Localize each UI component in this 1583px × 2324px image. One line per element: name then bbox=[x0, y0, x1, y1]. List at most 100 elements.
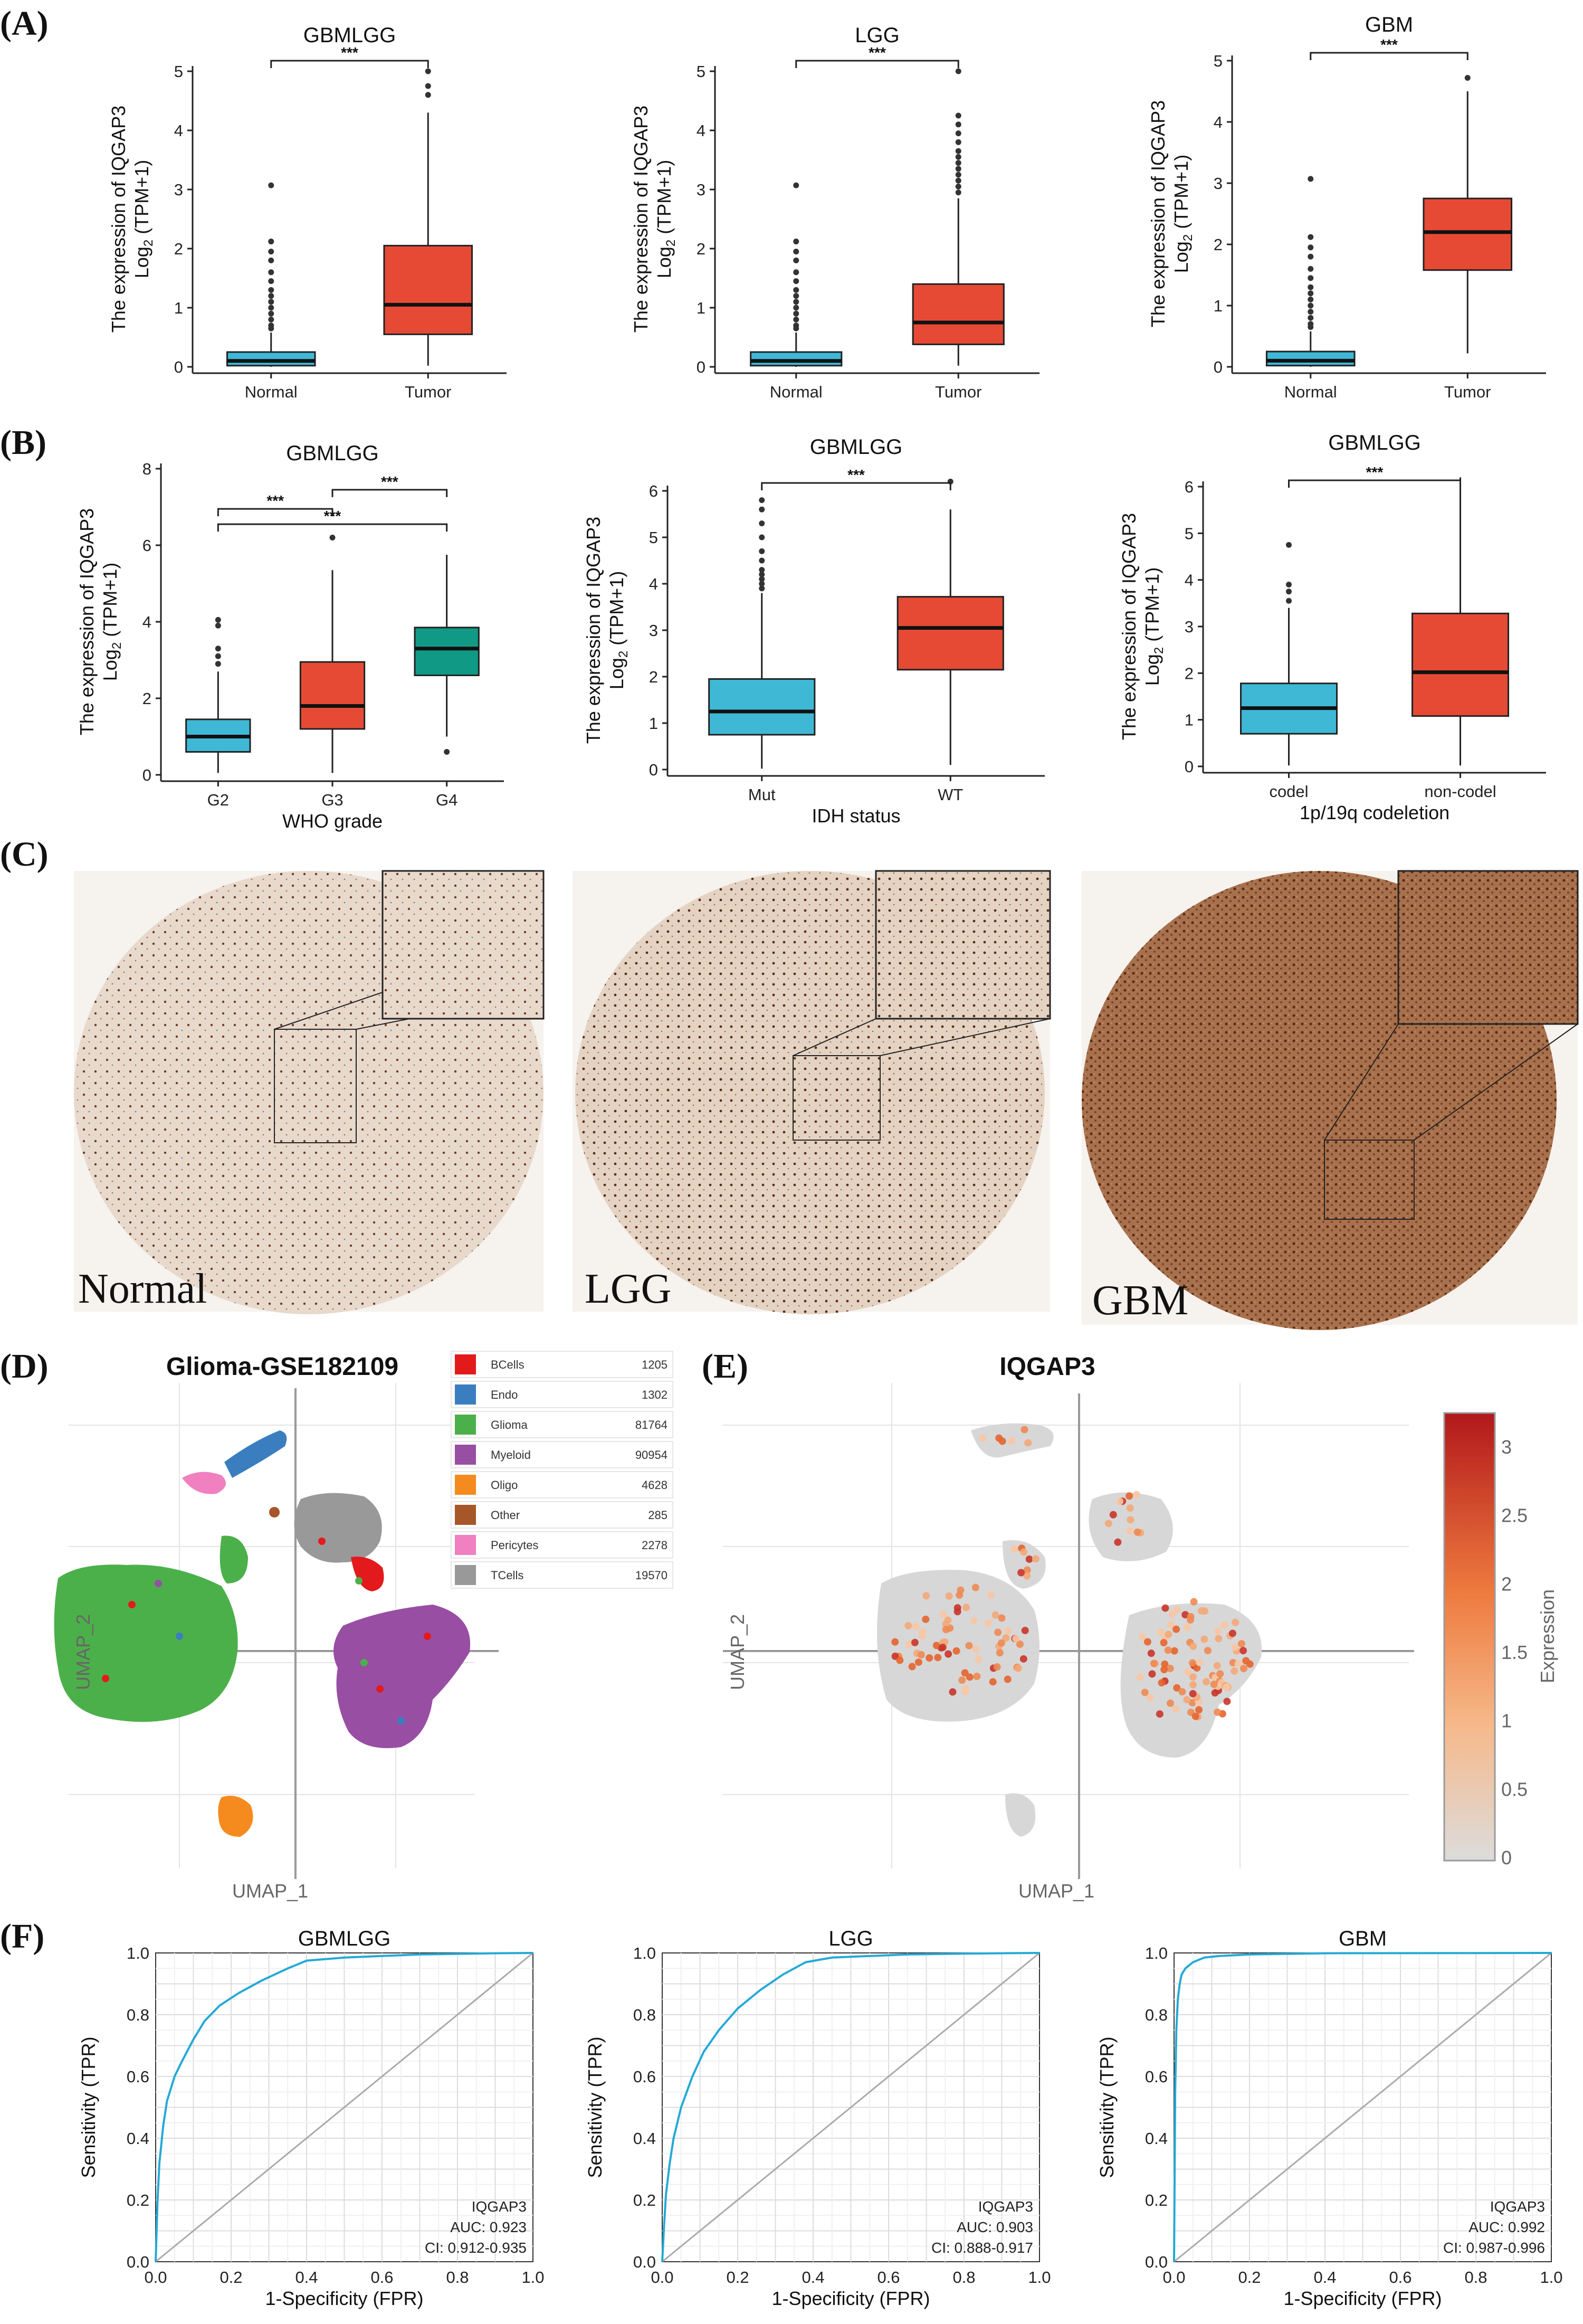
outlier-point bbox=[1308, 290, 1314, 297]
significance-label: *** bbox=[266, 492, 284, 509]
expression-dot bbox=[1187, 1612, 1195, 1620]
roc-note-auc: AUC: 0.992 bbox=[1468, 2219, 1545, 2235]
expression-dot bbox=[1195, 1706, 1203, 1714]
y-axis-label-line2: Log2 (TPM+1) bbox=[1141, 567, 1166, 686]
cell-dot bbox=[128, 1601, 136, 1608]
y-tick-label: 0.4 bbox=[127, 2129, 149, 2148]
expression-dot bbox=[1189, 1681, 1197, 1689]
expression-dot bbox=[973, 1673, 981, 1681]
ihc-label-gbm: GBM bbox=[1092, 1277, 1188, 1324]
expression-dot bbox=[1223, 1683, 1231, 1691]
expression-dot bbox=[1127, 1516, 1134, 1524]
diagonal-reference bbox=[662, 1952, 1040, 2263]
cell-dot bbox=[360, 1659, 368, 1666]
expression-dot bbox=[914, 1658, 922, 1666]
y-tick-label: 0.0 bbox=[127, 2253, 149, 2271]
boxplot-b-idh-status: 0 1 2 3 4 5 6 GBMLGG The expression of IQGAP3 Log… bbox=[583, 435, 1045, 827]
legend-swatch-glioma bbox=[455, 1415, 476, 1435]
outlier-point bbox=[759, 520, 765, 527]
x-axis-label: WHO grade bbox=[282, 810, 383, 832]
expression-dot bbox=[919, 1632, 927, 1640]
y-tick-label: 6 bbox=[649, 482, 658, 500]
expression-dot bbox=[1023, 1566, 1031, 1574]
x-tick-label: 0.0 bbox=[144, 2268, 167, 2287]
y-tick-label: 0 bbox=[649, 761, 658, 779]
legend-count: 4628 bbox=[642, 1478, 667, 1492]
zoom-inset-lgg bbox=[875, 870, 1051, 1020]
ihc-normal: Normal bbox=[74, 870, 545, 1314]
significance-bracket bbox=[1288, 479, 1461, 488]
y-tick-label: 1 bbox=[1185, 711, 1194, 729]
roc-note-ci: CI: 0.912-0.935 bbox=[425, 2240, 527, 2256]
expression-dot bbox=[1012, 1635, 1020, 1643]
y-tick-label: 3 bbox=[649, 621, 658, 640]
expression-dot bbox=[1237, 1640, 1245, 1648]
outlier-point bbox=[759, 534, 765, 540]
y-tick-label: 0 bbox=[142, 766, 151, 784]
x-tick-label: non-codel bbox=[1424, 782, 1496, 801]
roc-note-auc: AUC: 0.923 bbox=[450, 2219, 527, 2235]
y-tick-label: 5 bbox=[1214, 52, 1223, 70]
outlier-point bbox=[955, 112, 961, 119]
box-g4 bbox=[414, 627, 480, 676]
expression-dot bbox=[1021, 1426, 1028, 1434]
expression-dot bbox=[891, 1638, 899, 1646]
significance-label: *** bbox=[1380, 36, 1398, 53]
umap-d-title: Glioma-GSE182109 bbox=[166, 1353, 398, 1381]
expression-dot bbox=[975, 1655, 983, 1663]
expression-dot bbox=[945, 1592, 953, 1600]
box-g3 bbox=[299, 661, 366, 730]
expression-dot bbox=[993, 1663, 1001, 1671]
legend-name: Glioma bbox=[491, 1418, 528, 1431]
expression-dot bbox=[1214, 1627, 1222, 1635]
expression-dot bbox=[1148, 1670, 1156, 1678]
box-normal bbox=[1265, 350, 1356, 367]
y-axis-label-line1: The expression of IQGAP3 bbox=[630, 106, 652, 333]
outlier-point bbox=[215, 622, 221, 629]
expression-dot bbox=[945, 1650, 952, 1658]
cluster-glioma bbox=[54, 1564, 238, 1722]
box-wt bbox=[897, 596, 1004, 671]
legend-name: Other bbox=[491, 1509, 520, 1522]
expression-dot bbox=[939, 1610, 947, 1618]
y-tick-label: 0.8 bbox=[1145, 2006, 1168, 2024]
outlier-point bbox=[425, 68, 431, 74]
cell-dot bbox=[102, 1675, 109, 1682]
outlier-point bbox=[268, 305, 274, 311]
chart-title: GBM bbox=[1339, 1927, 1387, 1950]
x-tick-label: 0.8 bbox=[446, 2268, 469, 2287]
y-tick-label: 0.2 bbox=[1145, 2191, 1168, 2209]
expression-dot bbox=[1156, 1710, 1164, 1718]
significance-bracket bbox=[270, 60, 429, 68]
panel-label-b: (B) bbox=[0, 423, 46, 462]
outlier-point bbox=[268, 293, 274, 299]
expression-dot bbox=[1178, 1688, 1186, 1696]
outlier-point bbox=[793, 305, 799, 311]
umap-e-xlabel: UMAP_1 bbox=[1018, 1880, 1094, 1902]
roc-note-name: IQGAP3 bbox=[1490, 2198, 1545, 2215]
outlier-point bbox=[1308, 324, 1314, 330]
y-tick-label: 0 bbox=[174, 358, 183, 376]
legend-count: 81764 bbox=[635, 1418, 667, 1431]
expression-dot bbox=[958, 1676, 966, 1684]
outlier-point bbox=[1286, 589, 1292, 595]
outlier-point bbox=[759, 581, 765, 587]
legend-swatch-tcells bbox=[455, 1565, 476, 1585]
legend-swatch-endo bbox=[455, 1384, 476, 1405]
outlier-point bbox=[1308, 253, 1314, 260]
outlier-point bbox=[215, 616, 221, 623]
significance-bracket bbox=[761, 482, 951, 490]
y-tick-label: 0 bbox=[1185, 757, 1194, 776]
outlier-point bbox=[268, 325, 274, 331]
x-tick-label: 0.8 bbox=[952, 2268, 975, 2287]
box-tumor bbox=[912, 283, 1005, 345]
panel-label-a: (A) bbox=[0, 4, 49, 43]
chart-title: GBMLGG bbox=[1328, 431, 1421, 454]
outlier-point bbox=[1286, 597, 1292, 604]
expression-dot bbox=[1165, 1630, 1172, 1638]
legend-count: 1205 bbox=[642, 1358, 667, 1371]
x-tick-label: 0.6 bbox=[370, 2268, 393, 2287]
outlier-point bbox=[955, 139, 961, 145]
cluster-pericytes bbox=[182, 1472, 226, 1494]
outlier-point bbox=[793, 293, 799, 299]
